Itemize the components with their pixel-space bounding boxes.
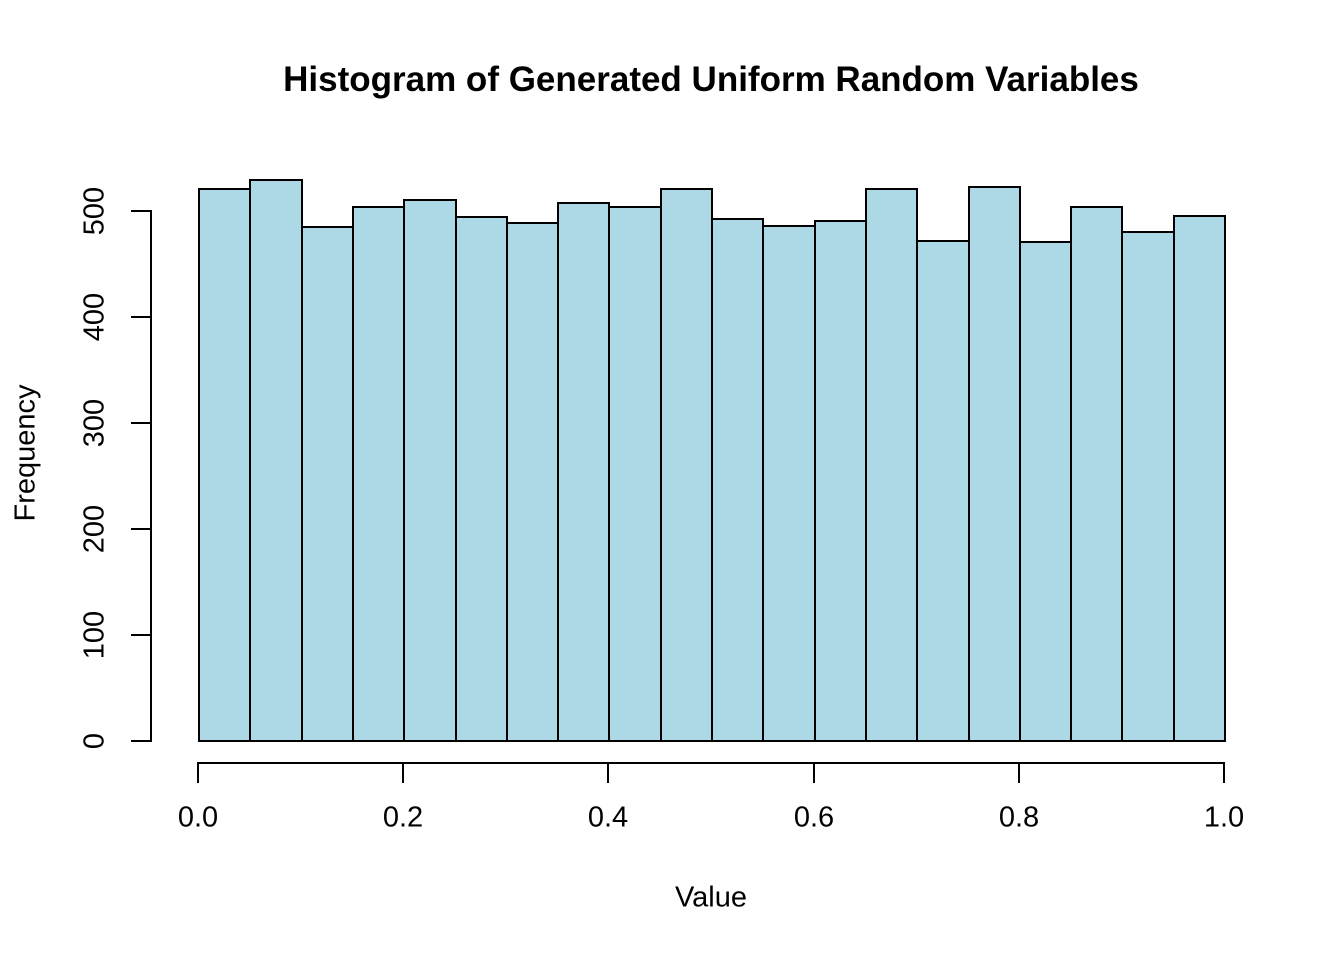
y-axis-label: Frequency bbox=[9, 384, 42, 522]
y-axis-tick bbox=[131, 316, 152, 318]
histogram-bar bbox=[506, 222, 559, 742]
y-axis-tick bbox=[131, 210, 152, 212]
y-tick-label: 400 bbox=[78, 292, 111, 342]
x-tick-label: 0.4 bbox=[587, 801, 629, 834]
x-axis-tick bbox=[402, 762, 404, 783]
histogram-bar bbox=[198, 188, 251, 742]
y-tick-label: 100 bbox=[78, 610, 111, 660]
histogram-bar bbox=[1173, 215, 1226, 742]
histogram-bar bbox=[660, 188, 713, 742]
x-tick-label: 1.0 bbox=[1203, 801, 1245, 834]
histogram-bar bbox=[352, 206, 405, 742]
histogram-bar bbox=[916, 240, 970, 742]
histogram-bar bbox=[608, 206, 662, 742]
x-tick-label: 0.0 bbox=[177, 801, 219, 834]
x-axis-tick bbox=[197, 762, 199, 783]
histogram-bar bbox=[557, 202, 610, 742]
x-axis-label: Value bbox=[674, 881, 748, 914]
x-axis-tick bbox=[1223, 762, 1225, 783]
y-tick-label: 500 bbox=[78, 186, 111, 236]
x-axis-tick bbox=[813, 762, 815, 783]
x-axis-tick bbox=[1018, 762, 1020, 783]
histogram-bar bbox=[814, 220, 867, 742]
histogram-bar bbox=[865, 188, 918, 742]
y-tick-label: 0 bbox=[78, 732, 111, 750]
histogram-bar bbox=[762, 225, 816, 742]
histogram-bar bbox=[1121, 231, 1175, 742]
x-tick-label: 0.6 bbox=[793, 801, 835, 834]
y-axis-tick bbox=[131, 740, 152, 742]
histogram-bar bbox=[1070, 206, 1123, 742]
histogram-bar bbox=[1019, 241, 1072, 742]
y-axis-line bbox=[150, 210, 152, 742]
x-tick-label: 0.2 bbox=[382, 801, 424, 834]
y-axis-tick bbox=[131, 528, 152, 530]
histogram-bar bbox=[301, 226, 354, 742]
histogram-bar bbox=[455, 216, 508, 742]
histogram-bar bbox=[249, 179, 303, 742]
y-tick-label: 200 bbox=[78, 504, 111, 554]
histogram-bar bbox=[403, 199, 457, 742]
y-axis-tick bbox=[131, 422, 152, 424]
x-axis-tick bbox=[607, 762, 609, 783]
histogram-bar bbox=[711, 218, 764, 742]
x-tick-label: 0.8 bbox=[998, 801, 1040, 834]
histogram-bar bbox=[968, 186, 1021, 742]
chart-title: Histogram of Generated Uniform Random Va… bbox=[283, 60, 1139, 99]
y-tick-label: 300 bbox=[78, 398, 111, 448]
x-axis-line bbox=[197, 762, 1225, 764]
y-axis-tick bbox=[131, 634, 152, 636]
